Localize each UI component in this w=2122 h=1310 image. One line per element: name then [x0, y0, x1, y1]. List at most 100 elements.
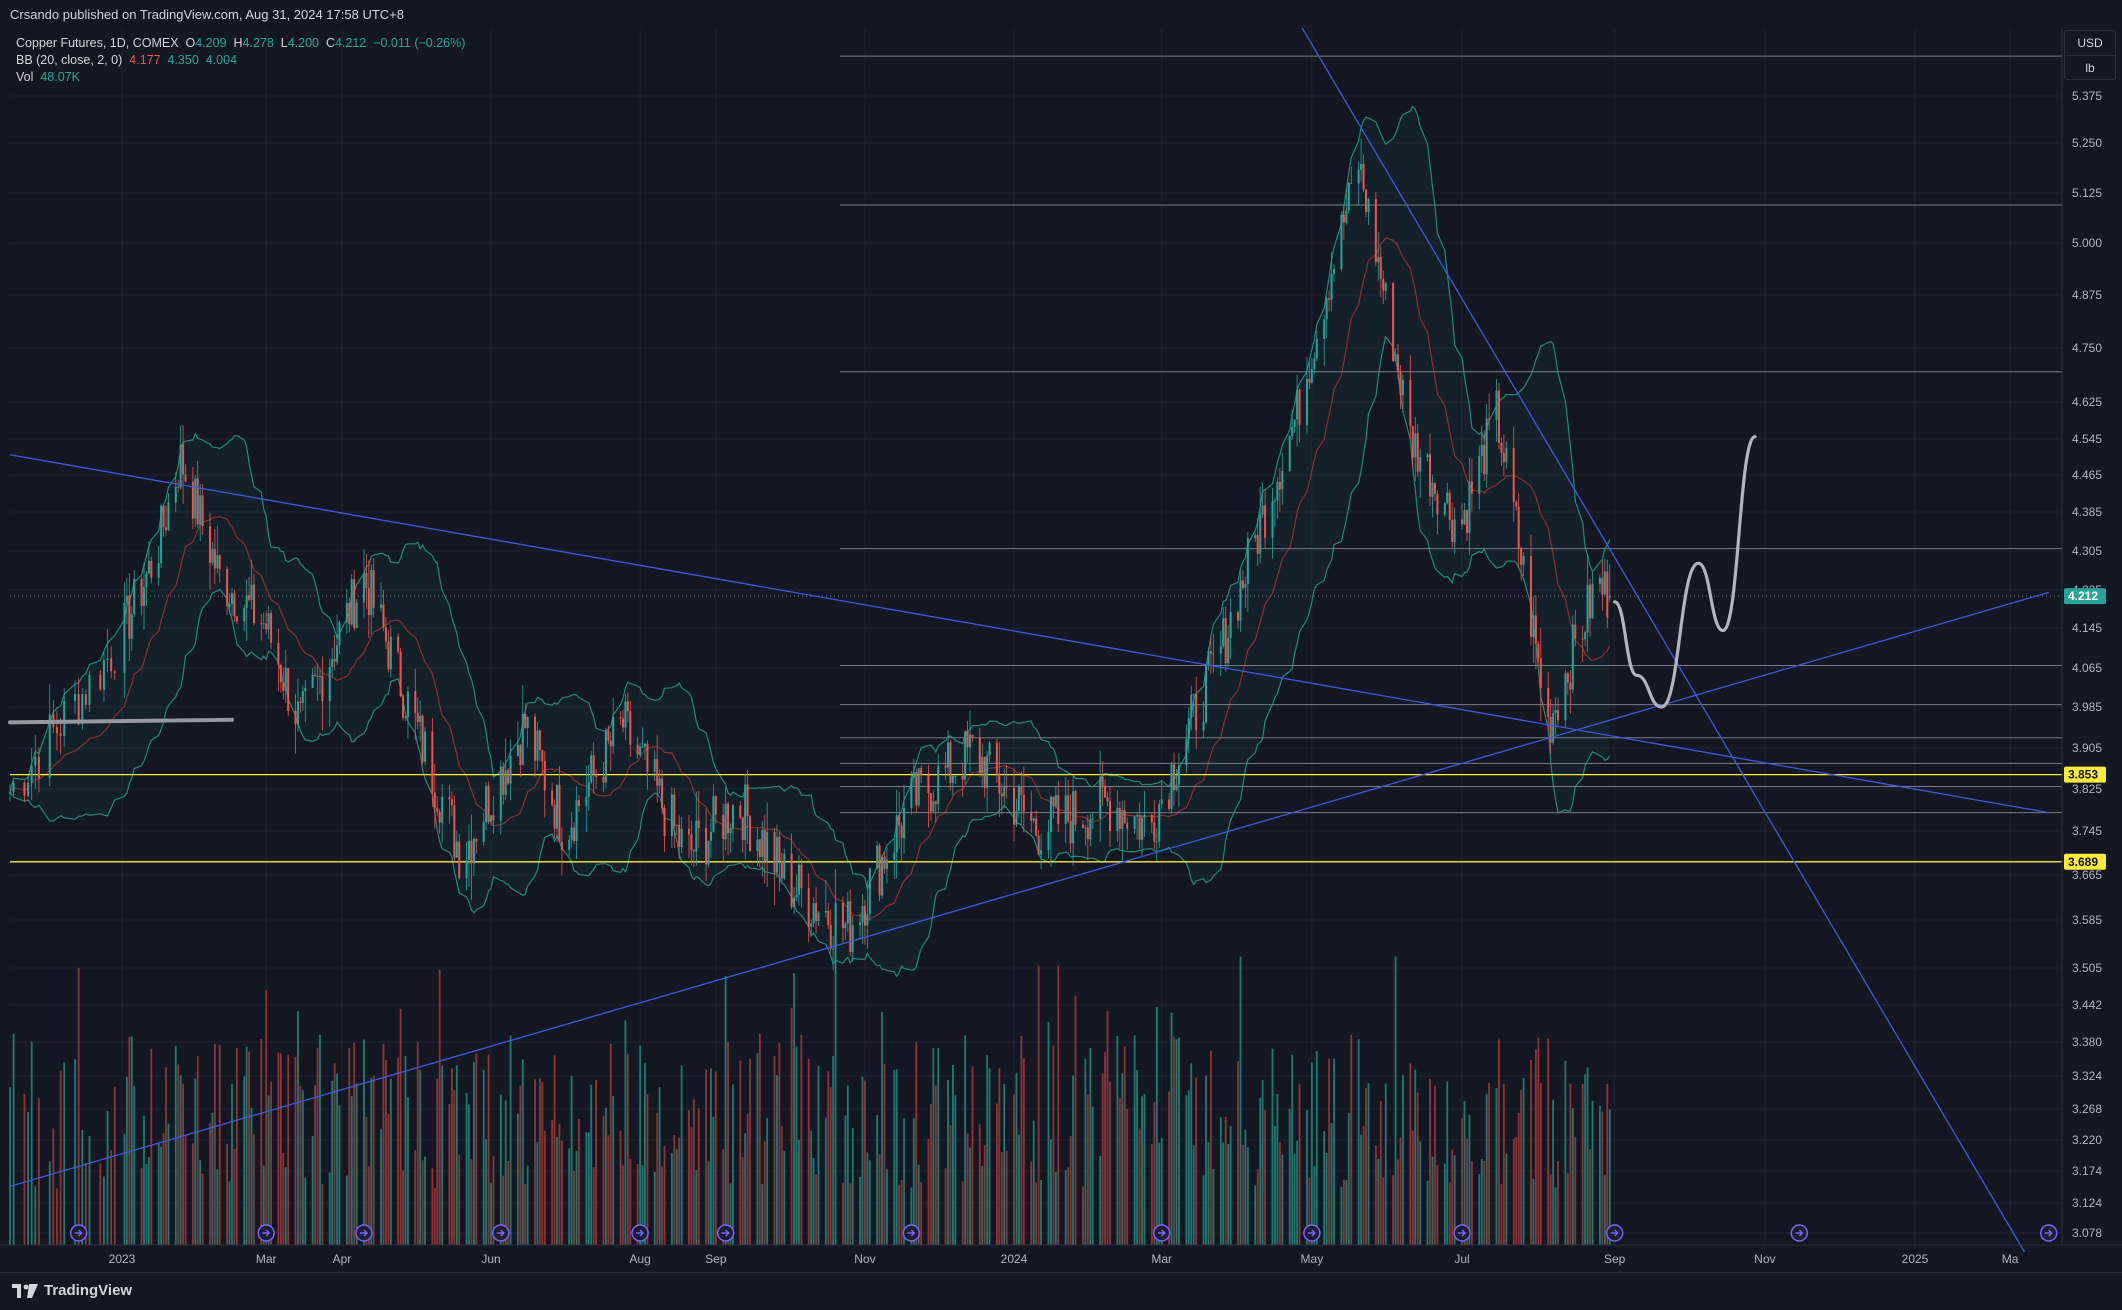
volume-bar	[1099, 1155, 1102, 1245]
candle-body	[692, 850, 695, 852]
bb-label[interactable]: BB (20, close, 2, 0)	[16, 53, 123, 67]
candle-body	[795, 894, 798, 898]
volume-bar	[201, 1173, 204, 1245]
candle-body	[348, 602, 351, 625]
volume-bar	[746, 1113, 749, 1245]
volume-bar	[1192, 1145, 1195, 1245]
low-label: L	[280, 36, 288, 50]
candle-body	[436, 807, 439, 812]
volume-bar	[482, 1069, 485, 1245]
volume-bar	[749, 1058, 751, 1245]
trendline[interactable]	[9, 591, 2049, 1187]
candle-body	[810, 923, 813, 927]
volume-bar	[333, 1063, 336, 1245]
candle-body	[1443, 503, 1446, 515]
candle-body	[277, 642, 280, 665]
candle-body	[1126, 822, 1129, 829]
price-tick-label: 4.625	[2072, 395, 2102, 409]
candle-body	[9, 792, 11, 794]
volume-bar	[1136, 1069, 1138, 1245]
volume-bar	[612, 1095, 615, 1245]
volume-bar	[228, 1181, 231, 1245]
volume-bar	[194, 1078, 197, 1245]
volume-bar	[140, 1167, 143, 1245]
volume-bar	[1357, 1039, 1360, 1245]
candle-body	[969, 734, 972, 748]
currency-label[interactable]: USD	[2077, 36, 2103, 50]
candle-body	[1362, 163, 1365, 190]
trendline[interactable]	[9, 454, 2049, 814]
volume-bar	[297, 1011, 299, 1245]
volume-bar	[1330, 1122, 1333, 1245]
candle-body	[1116, 807, 1119, 832]
candle-body	[1431, 482, 1434, 497]
event-marker-arrow	[262, 1229, 271, 1237]
volume-bar	[397, 1057, 400, 1245]
volume-bar	[1350, 1034, 1353, 1245]
volume-bar	[402, 1170, 404, 1245]
volume-bar	[1517, 1113, 1520, 1245]
volume-bar	[1126, 1108, 1129, 1245]
candle-body	[230, 593, 233, 604]
candle-body	[1517, 506, 1520, 549]
candle-body	[1064, 795, 1067, 824]
volume-bar	[218, 1044, 221, 1245]
time-tick-label: Sep	[705, 1252, 727, 1266]
candle-body	[1246, 538, 1249, 585]
candle-body	[1170, 764, 1173, 809]
candle-body	[1325, 298, 1328, 320]
volume-bar	[382, 1043, 385, 1245]
volume-bar	[1557, 1161, 1559, 1245]
candle-body	[1155, 841, 1158, 843]
volume-bar	[74, 1059, 76, 1245]
volume-bar	[1293, 1153, 1296, 1245]
candle-body	[191, 481, 194, 519]
volume-bar	[367, 1166, 370, 1245]
volume-bar	[110, 1150, 113, 1245]
volume-bar	[1155, 1006, 1158, 1245]
candle-body	[1468, 481, 1471, 533]
price-tick-label: 3.585	[2072, 913, 2102, 927]
volume-bar	[1227, 1144, 1230, 1245]
candle-body	[397, 636, 400, 652]
volume-bar	[966, 1133, 969, 1245]
candle-body	[592, 755, 595, 775]
candle-body	[355, 602, 358, 629]
bb-lower-value: 4.004	[205, 53, 238, 67]
currency-unit-selector[interactable]: USD lb	[2064, 30, 2116, 80]
candle-body	[1347, 182, 1350, 211]
candle-body	[157, 562, 160, 578]
candle-body	[712, 796, 715, 832]
legend-symbol[interactable]: Copper Futures, 1D, COMEX	[16, 36, 179, 50]
volume-bar	[1431, 1156, 1434, 1245]
volume-bar	[63, 1062, 66, 1245]
vol-label[interactable]: Vol	[16, 70, 34, 84]
candle-body	[849, 901, 852, 953]
volume-bar	[387, 1113, 390, 1245]
trendline[interactable]	[1297, 28, 2026, 1253]
candle-body	[1244, 584, 1247, 588]
volume-bar	[553, 1055, 556, 1245]
candle-body	[934, 801, 937, 805]
unit-label[interactable]: lb	[2065, 55, 2115, 80]
candle-body	[832, 948, 835, 950]
volume-bar	[675, 1149, 678, 1245]
price-tick-label: 4.875	[2072, 288, 2102, 302]
price-chart[interactable]: 5.375 5.250 5.125 5.000 4.875 4.750 4.625 4.545…	[0, 28, 2122, 1272]
candle-body	[184, 474, 187, 482]
tradingview-brand[interactable]: TradingView	[12, 1282, 132, 1299]
volume-bar	[1118, 1098, 1121, 1245]
projection-path-drawing[interactable]	[1613, 435, 1757, 709]
candle-body	[1350, 182, 1353, 184]
volume-bar	[910, 1187, 913, 1245]
candle-body	[502, 766, 505, 795]
volume-bar	[844, 1115, 847, 1245]
volume-bar	[1242, 1144, 1244, 1245]
candle-body	[1209, 650, 1212, 654]
candle-body	[145, 573, 148, 588]
volume-bar	[1254, 1185, 1257, 1245]
price-label-box	[2064, 853, 2106, 870]
handdrawn-base-line[interactable]	[8, 717, 234, 725]
volume-bar	[724, 976, 727, 1245]
volume-bar	[886, 1169, 888, 1245]
